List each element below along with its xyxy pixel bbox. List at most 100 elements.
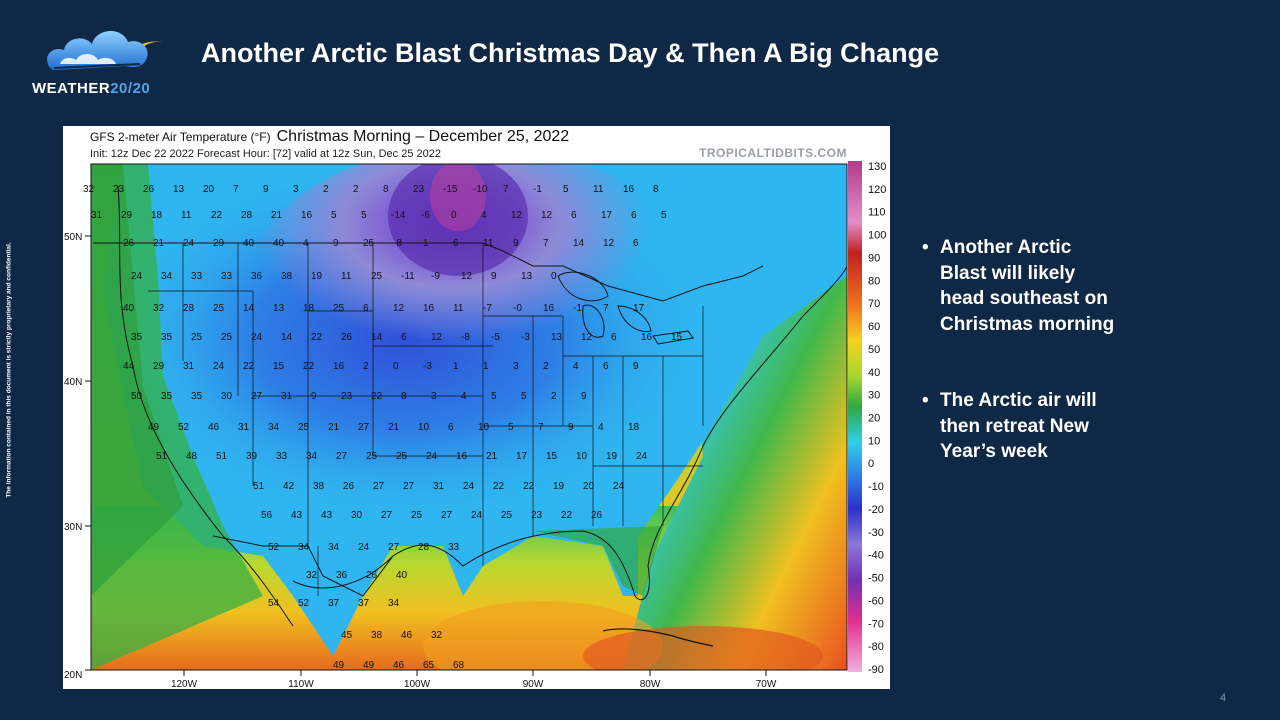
longitude-label: 120W [171, 679, 198, 689]
station-temperature: 6 [603, 361, 609, 372]
station-temperature: 9 [333, 238, 339, 249]
station-temperature: 31 [91, 210, 103, 221]
station-temperature: 2 [363, 361, 369, 372]
station-temperature: 6 [611, 332, 617, 343]
station-temperature: 35 [191, 391, 203, 402]
station-temperature: 33 [276, 451, 288, 462]
station-temperature: 21 [271, 210, 283, 221]
station-temperature: 25 [333, 303, 345, 314]
station-temperature: 29 [213, 238, 225, 249]
station-temperature: 29 [121, 210, 133, 221]
station-temperature: 3 [293, 184, 299, 195]
station-temperature: 5 [521, 391, 527, 402]
station-temperature: 35 [161, 332, 173, 343]
station-temperature: 24 [213, 361, 225, 372]
station-temperature: 10 [418, 422, 430, 433]
station-temperature: 13 [273, 303, 285, 314]
temperature-map: 130 120 110 100 90 80 70 60 50 40 30 20 10 0 -10 -20 -30… [63, 126, 890, 689]
station-temperature: 40 [273, 238, 285, 249]
station-temperature: 23 [113, 184, 125, 195]
station-temperature: 34 [328, 542, 340, 553]
station-temperature: 17 [633, 303, 645, 314]
station-temperature: 8 [653, 184, 659, 195]
station-temperature: 38 [371, 630, 383, 641]
station-temperature: 27 [373, 481, 385, 492]
station-temperature: 27 [358, 422, 370, 433]
station-temperature: 22 [211, 210, 223, 221]
bullet-item: The Arctic air will then retreat New Yea… [922, 388, 1122, 465]
station-temperature: 24 [636, 451, 648, 462]
station-temperature: 16 [623, 184, 635, 195]
station-temperature: 18 [303, 303, 315, 314]
station-temperature: 16 [301, 210, 313, 221]
station-temperature: 2 [551, 391, 557, 402]
station-temperature: 9 [263, 184, 269, 195]
station-temperature: -5 [491, 332, 500, 343]
station-temperature: 5 [361, 210, 367, 221]
station-temperature: -8 [393, 238, 402, 249]
map-date-title: Christmas Morning – December 25, 2022 [276, 128, 570, 145]
station-temperature: 13 [551, 332, 563, 343]
station-temperature: 36 [336, 570, 348, 581]
station-temperature: 54 [268, 598, 280, 609]
station-temperature: 25 [366, 451, 378, 462]
colorbar-tick-label: 60 [868, 321, 880, 333]
station-temperature: 13 [173, 184, 185, 195]
station-temperature: 7 [538, 422, 544, 433]
station-temperature: 51 [253, 481, 265, 492]
station-temperature: 43 [321, 510, 333, 521]
station-temperature: 22 [311, 332, 323, 343]
station-temperature: 5 [563, 184, 569, 195]
station-temperature: 6 [448, 422, 454, 433]
station-temperature: 22 [493, 481, 505, 492]
station-temperature: 26 [341, 332, 353, 343]
station-temperature: 34 [388, 598, 400, 609]
latitude-label: 40N [64, 377, 82, 388]
station-temperature: 5 [491, 391, 497, 402]
station-temperature: 40 [243, 238, 255, 249]
station-temperature: 6 [631, 210, 637, 221]
station-temperature: 9 [491, 271, 497, 282]
station-temperature: 33 [221, 271, 233, 282]
latitude-label: 20N [64, 670, 82, 681]
station-temperature: 6 [571, 210, 577, 221]
station-temperature: -1 [573, 303, 582, 314]
station-temperature: 32 [306, 570, 318, 581]
station-temperature: 33 [191, 271, 203, 282]
station-temperature: 21 [153, 238, 165, 249]
colorbar-tick-label: 10 [868, 435, 880, 447]
station-temperature: 48 [186, 451, 198, 462]
station-temperature: -6 [421, 210, 430, 221]
station-temperature: -0 [513, 303, 522, 314]
logo-wordmark: WEATHER20/20 [32, 80, 182, 97]
station-temperature: 6 [453, 238, 459, 249]
station-temperature: 30 [351, 510, 363, 521]
station-temperature: 23 [413, 184, 425, 195]
station-temperature: 2 [543, 361, 549, 372]
station-temperature: 2 [323, 184, 329, 195]
station-temperature: 16 [456, 451, 468, 462]
station-temperature: 35 [161, 391, 173, 402]
station-temperature: 36 [251, 271, 263, 282]
slide-title: Another Arctic Blast Christmas Day & The… [201, 38, 940, 68]
station-temperature: 33 [448, 542, 460, 553]
station-temperature: 43 [291, 510, 303, 521]
latitude-label: 30N [64, 522, 82, 533]
station-temperature: 49 [363, 660, 375, 671]
station-temperature: 34 [306, 451, 318, 462]
station-temperature: 7 [503, 184, 509, 195]
station-temperature: 42 [283, 481, 295, 492]
station-temperature: 24 [463, 481, 475, 492]
colorbar-tick-label: -60 [868, 595, 884, 607]
station-temperature: 4 [481, 210, 487, 221]
station-temperature: 30 [221, 391, 233, 402]
station-temperature: 14 [371, 332, 383, 343]
station-temperature: -7 [483, 303, 492, 314]
station-temperature: 8 [383, 184, 389, 195]
station-temperature: 16 [423, 303, 435, 314]
station-temperature: 65 [423, 660, 435, 671]
map-header: GFS 2-meter Air Temperature (°F) Christma… [90, 128, 569, 146]
station-temperature: 52 [298, 598, 310, 609]
station-temperature: -3 [521, 332, 530, 343]
station-temperature: 7 [543, 238, 549, 249]
